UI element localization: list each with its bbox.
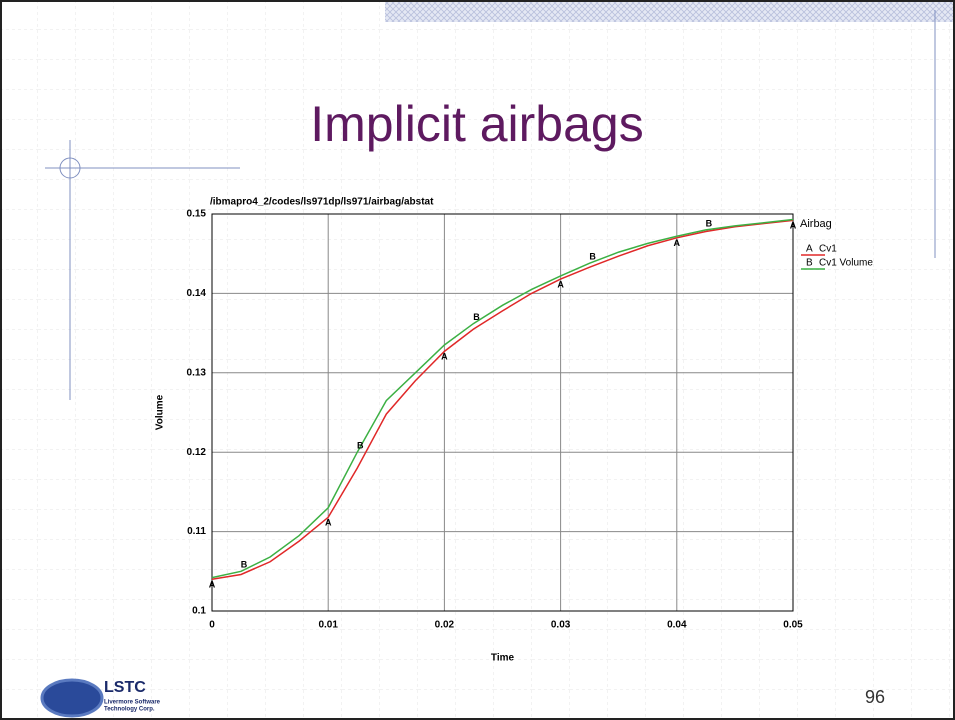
series-marker: B bbox=[589, 252, 596, 262]
y-axis-label: Volume bbox=[155, 394, 166, 430]
y-tick-label: 0.13 bbox=[187, 367, 207, 378]
y-tick-label: 0.11 bbox=[187, 526, 206, 537]
legend-label: Cv1 Volume bbox=[819, 258, 873, 269]
legend-marker: A bbox=[806, 244, 813, 255]
x-tick-label: 0.02 bbox=[435, 620, 455, 631]
series-marker: A bbox=[790, 221, 797, 231]
page-number: 96 bbox=[865, 687, 885, 707]
x-tick-label: 0.05 bbox=[783, 620, 803, 631]
chart: /ibmapro4_2/codes/ls971dp/ls971/airbag/a… bbox=[155, 197, 874, 664]
series-marker: A bbox=[441, 352, 448, 362]
x-tick-label: 0.03 bbox=[551, 620, 571, 631]
series-marker: A bbox=[674, 238, 681, 248]
plot-frame bbox=[211, 213, 794, 612]
logo-text: Technology Corp. bbox=[104, 707, 155, 713]
legend-label: Cv1 bbox=[819, 244, 837, 255]
series-marker: B bbox=[357, 441, 364, 451]
x-tick-label: 0.01 bbox=[318, 620, 338, 631]
y-tick-label: 0.1 bbox=[192, 606, 206, 617]
y-tick-label: 0.15 bbox=[187, 209, 207, 220]
series-line bbox=[211, 219, 794, 580]
x-tick-label: 0 bbox=[209, 620, 215, 631]
header-band bbox=[385, 2, 953, 22]
x-axis-label: Time bbox=[491, 653, 515, 664]
chart-title: /ibmapro4_2/codes/ls971dp/ls971/airbag/a… bbox=[210, 197, 434, 208]
legend-marker: B bbox=[806, 258, 813, 269]
legend-title: Airbag bbox=[800, 218, 832, 230]
logo-globe bbox=[40, 678, 104, 718]
series-marker: B bbox=[473, 312, 480, 322]
slide-title: Implicit airbags bbox=[310, 96, 643, 152]
logo-text: LSTC bbox=[104, 679, 146, 696]
x-tick-label: 0.04 bbox=[667, 620, 687, 631]
series-marker: B bbox=[706, 218, 713, 228]
series-marker: A bbox=[325, 518, 332, 528]
y-tick-label: 0.14 bbox=[187, 288, 207, 299]
series-line bbox=[211, 218, 794, 579]
deco-circle bbox=[59, 157, 81, 179]
series-marker: A bbox=[209, 580, 216, 590]
logo-text: Livermore Software bbox=[104, 700, 161, 706]
series-marker: B bbox=[241, 560, 248, 570]
series-marker: A bbox=[557, 279, 564, 289]
y-tick-label: 0.12 bbox=[187, 447, 207, 458]
